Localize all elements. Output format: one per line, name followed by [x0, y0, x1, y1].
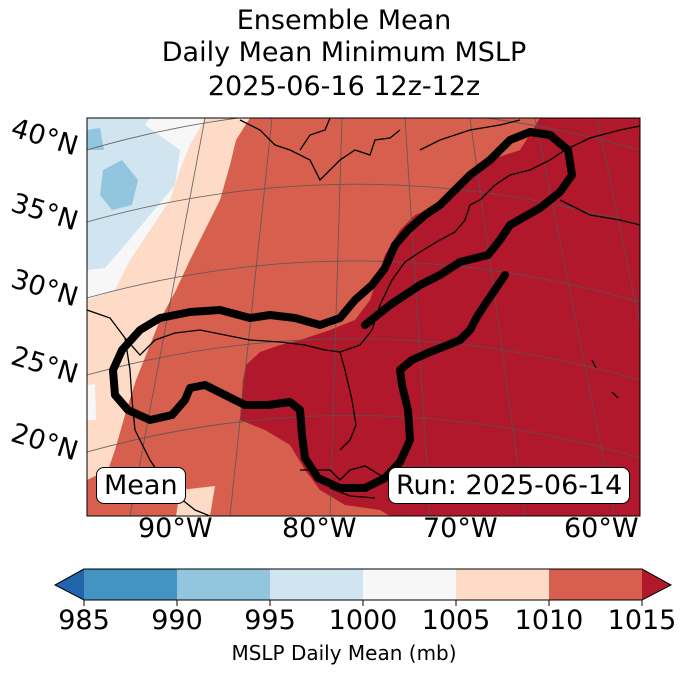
colorbar-tick-995: 995: [244, 605, 296, 636]
lon-label-90w: 90°W: [138, 513, 213, 544]
colorbar-tick-1005: 1005: [421, 605, 491, 636]
band-985-990: [100, 160, 138, 210]
lon-label-60w: 60°W: [564, 513, 639, 544]
colorbar-cell: [84, 569, 177, 600]
map-frame: [86, 117, 641, 517]
colorbar-tick-990: 990: [151, 605, 203, 636]
colorbar-tick-985: 985: [58, 605, 110, 636]
contour-line: [109, 128, 576, 492]
band-above-1015: [240, 118, 640, 516]
colorbar-extend-high: [642, 569, 671, 600]
colorbar-cell: [177, 569, 270, 600]
lon-label-80w: 80°W: [282, 513, 357, 544]
colorbar-tick-1015: 1015: [607, 605, 677, 636]
colorbar-tick-1010: 1010: [514, 605, 584, 636]
run-date-label: Run: 2025-06-14: [388, 467, 631, 504]
title-line-1: Ensemble Mean: [236, 5, 452, 36]
title-line-3: 2025-06-16 12z-12z: [207, 71, 481, 102]
colorbar-cell: [363, 569, 456, 600]
colorbar-cell: [270, 569, 363, 600]
colorbar-cell: [456, 569, 549, 600]
mode-label: Mean: [96, 467, 186, 504]
colorbar-cell: [549, 569, 642, 600]
title-line-2: Daily Mean Minimum MSLP: [161, 37, 527, 68]
colorbar-extend-low: [55, 569, 84, 600]
colorbar-tick-1000: 1000: [328, 605, 398, 636]
lon-label-70w: 70°W: [423, 513, 498, 544]
colorbar-label: MSLP Daily Mean (mb): [231, 641, 457, 665]
